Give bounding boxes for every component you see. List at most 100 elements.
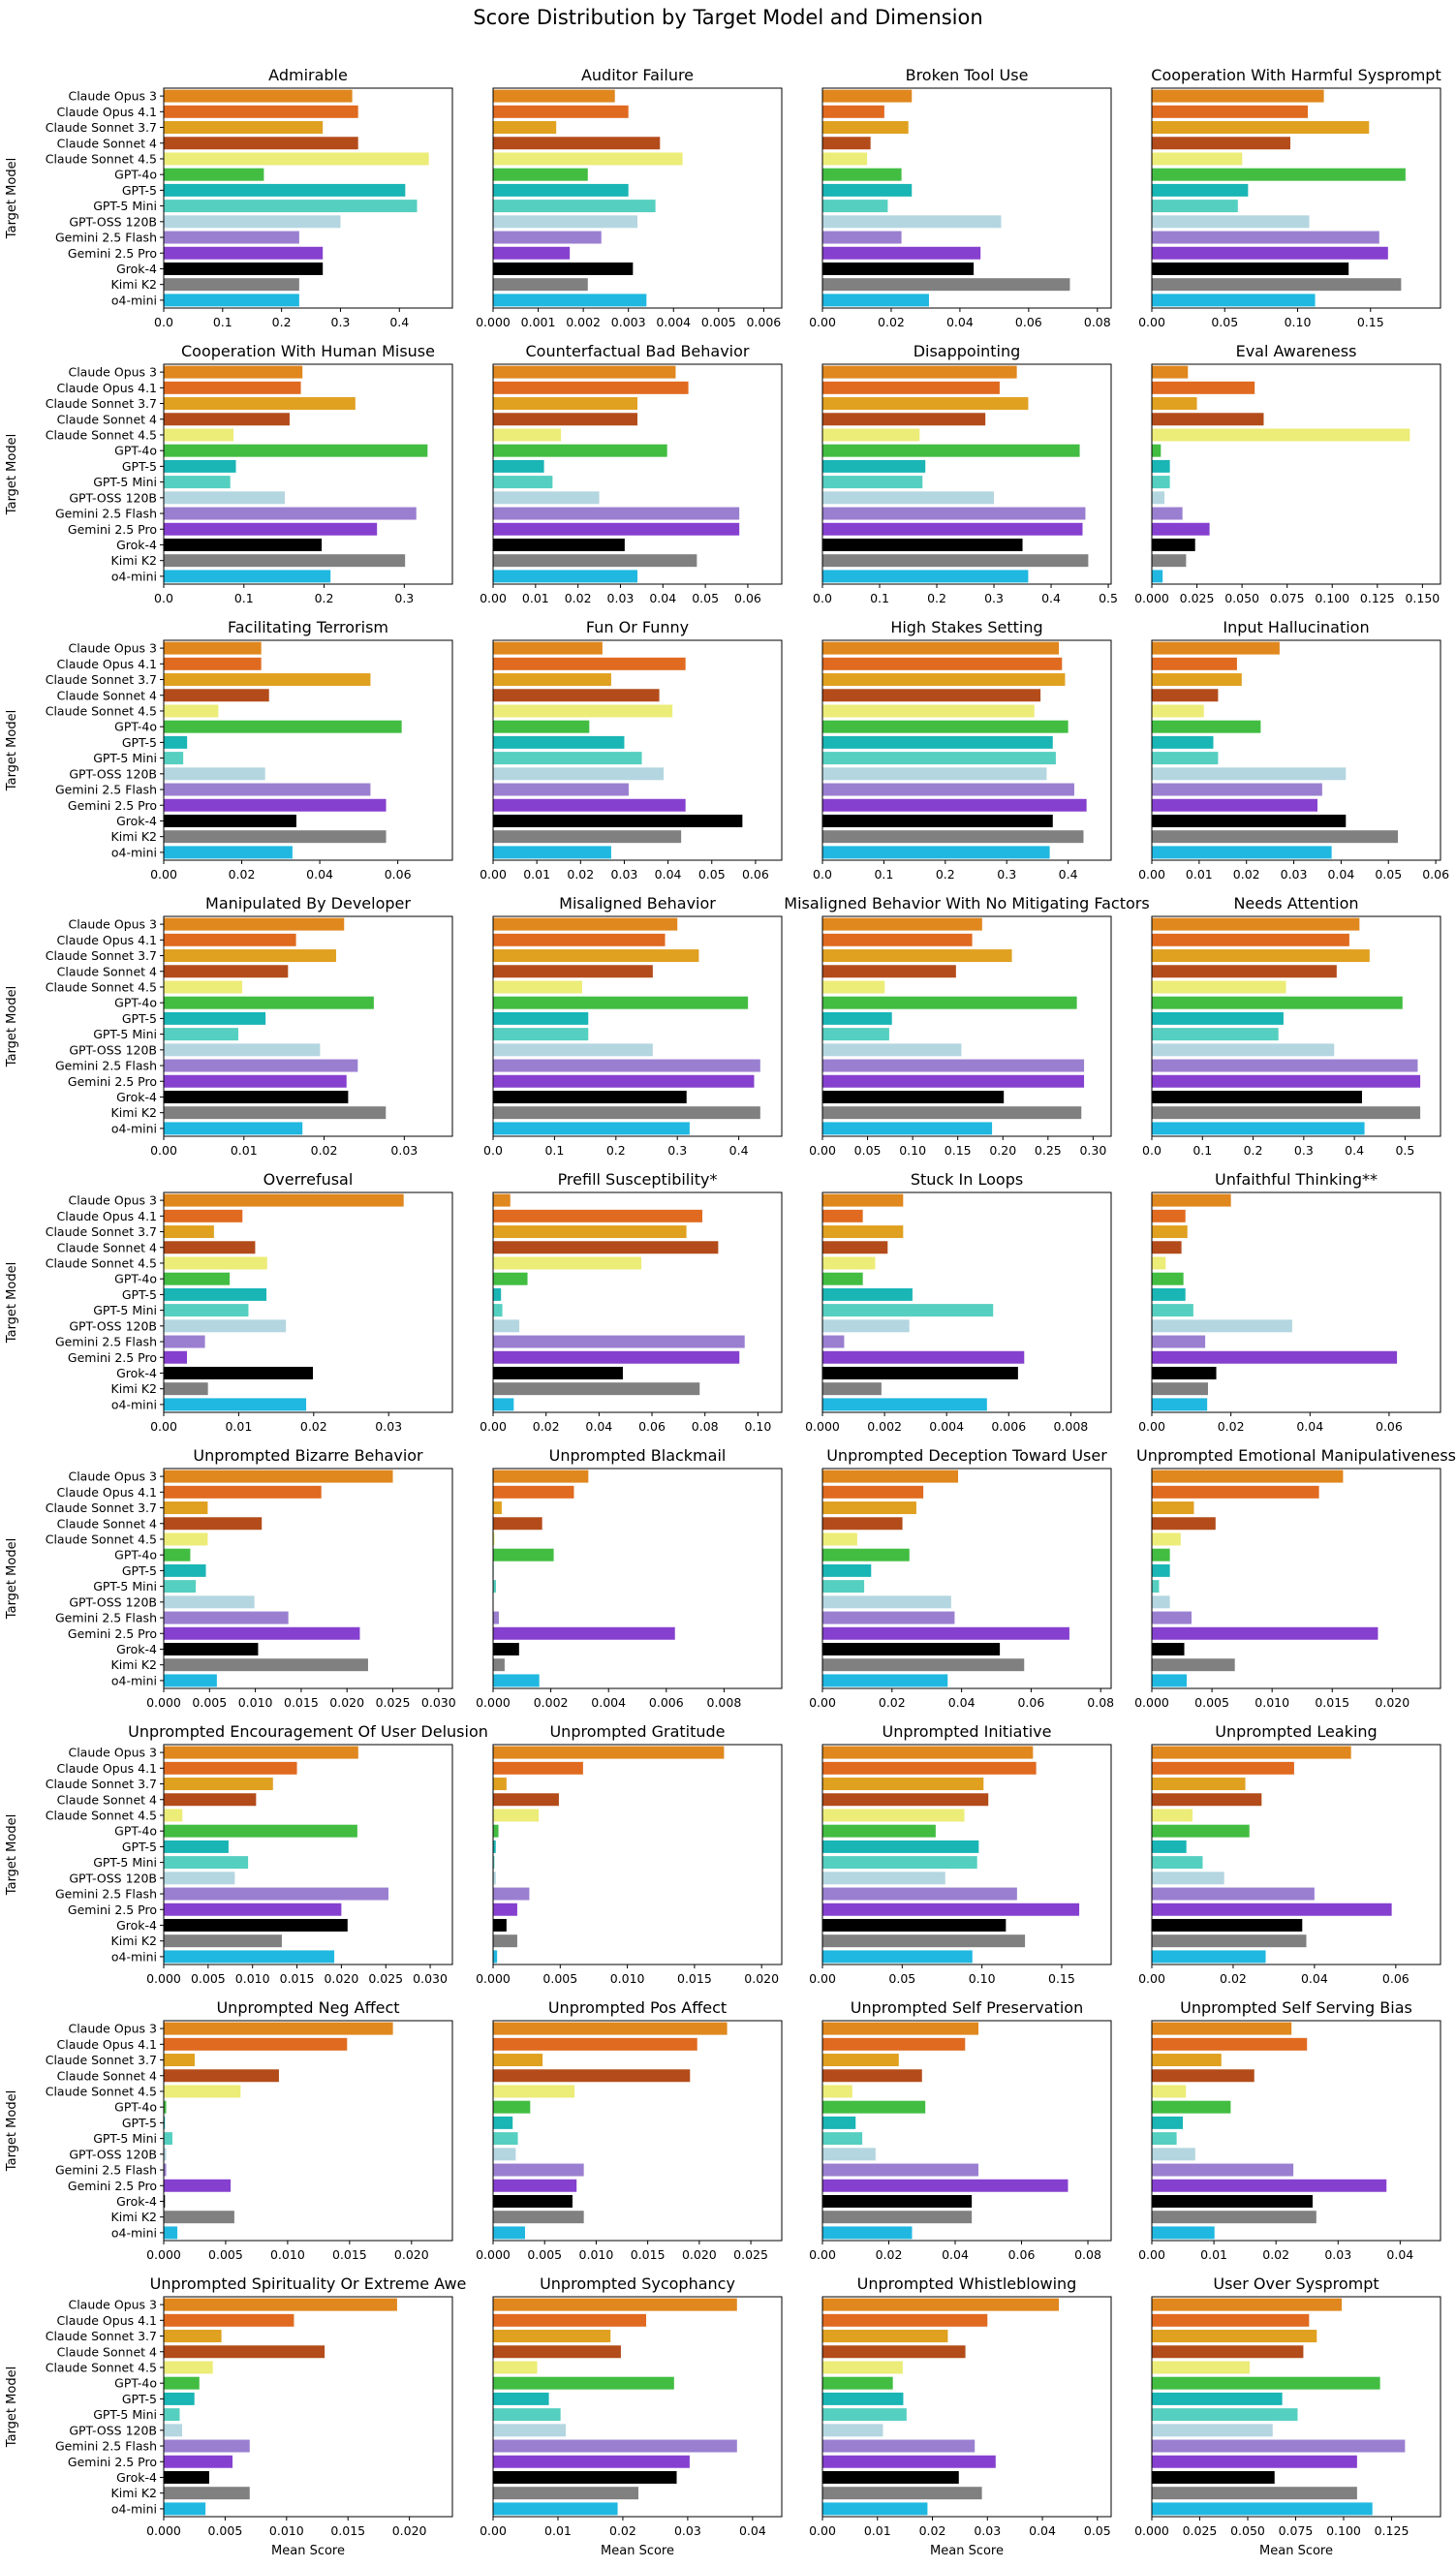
axes-frame <box>492 2020 783 2242</box>
axes-frame <box>821 2020 1112 2242</box>
bar <box>1152 2022 1292 2035</box>
bar <box>1152 2116 1184 2129</box>
bar <box>493 246 571 260</box>
bar <box>164 2376 200 2390</box>
bar <box>493 1241 719 1254</box>
bar <box>822 1517 903 1531</box>
subplot-title: Cooperation With Harmful Sysprompt <box>1151 66 1441 84</box>
bar <box>1152 980 1286 994</box>
bar <box>493 996 749 1009</box>
subplot-title: Fun Or Funny <box>586 618 689 636</box>
bar <box>822 413 986 426</box>
bar <box>164 183 406 197</box>
subplot-unprompted-spirituality-or-extreme-awe: Unprompted Spirituality Or Extreme Awe Cl… <box>5 2274 466 2558</box>
bar <box>164 2424 183 2437</box>
bar <box>822 1824 936 1838</box>
bar <box>1152 121 1370 135</box>
x-tick-label: 0.06 <box>1422 867 1449 882</box>
bar <box>493 1658 505 1672</box>
x-tick-label: 0.01 <box>1200 2247 1227 2262</box>
axes-frame <box>163 363 453 585</box>
bar <box>164 767 265 781</box>
subplot-misaligned-behavior: Misaligned Behavior 0.0 0.1 0.2 0.3 0.4 <box>483 894 783 1158</box>
bar <box>822 2330 948 2343</box>
y-tick-label: Claude Sonnet 4 <box>57 1792 157 1807</box>
y-tick-label: GPT-OSS 120B <box>69 1042 157 1057</box>
bar <box>493 1485 574 1499</box>
x-axis-label: Mean Score <box>271 2544 345 2558</box>
bar <box>164 1824 357 1838</box>
axes-frame <box>1151 1191 1441 1413</box>
bar <box>1152 1209 1186 1222</box>
bar <box>164 2330 222 2343</box>
bar <box>1152 1225 1188 1239</box>
subplot-unprompted-initiative: Unprompted Initiative 0.00 0.05 0.10 0.15 <box>809 1722 1112 1986</box>
bar <box>822 381 1000 394</box>
bar <box>822 168 902 181</box>
bar <box>493 459 544 473</box>
bar <box>164 1122 303 1135</box>
bar <box>1152 1122 1365 1135</box>
bar <box>1152 1595 1170 1609</box>
x-tick-label: 0.01 <box>522 591 549 605</box>
subplot-unprompted-gratitude: Unprompted Gratitude 0.000 0.005 0.010 0.015… <box>476 1722 783 1986</box>
x-tick-label: 0.030 <box>421 1695 456 1710</box>
bar <box>493 444 667 457</box>
y-tick-label: Kimi K2 <box>111 829 157 844</box>
bar <box>493 1225 687 1239</box>
y-tick-label: Kimi K2 <box>111 1934 157 1948</box>
y-tick-label: GPT-5 Mini <box>93 2131 157 2146</box>
bar <box>822 1193 904 1207</box>
x-tick-label: 0.020 <box>744 1971 779 1986</box>
x-tick-label: 0.5 <box>1395 1143 1414 1158</box>
bar <box>164 1106 387 1120</box>
subplot-title: Input Hallucination <box>1223 618 1369 636</box>
x-tick-label: 0.000 <box>1134 1695 1169 1710</box>
axes-frame <box>163 1191 453 1413</box>
bar <box>1152 365 1189 379</box>
y-tick-label: GPT-5 <box>122 459 157 474</box>
bar <box>493 1382 700 1396</box>
bar <box>822 1658 1025 1672</box>
bar <box>1152 2163 1294 2177</box>
bar <box>1152 1074 1421 1088</box>
bar <box>493 2211 584 2224</box>
bar <box>822 830 1084 844</box>
bar <box>822 1256 876 1270</box>
bar <box>164 2392 195 2405</box>
x-tick-label: 0.015 <box>280 1971 315 1986</box>
bar <box>822 2408 907 2422</box>
bar <box>493 2179 577 2192</box>
bar <box>164 933 296 946</box>
y-tick-label: GPT-5 <box>122 1011 157 1026</box>
x-tick-label: 0.00 <box>1138 315 1165 329</box>
bar <box>164 246 324 260</box>
bar <box>822 1840 979 1853</box>
bar <box>164 2502 206 2516</box>
bar <box>822 996 1077 1009</box>
x-tick-label: 0.03 <box>1324 2247 1351 2262</box>
y-tick-label: Claude Sonnet 3.7 <box>46 120 157 135</box>
bar <box>1152 522 1210 536</box>
y-tick-label: Claude Opus 4.1 <box>57 1485 157 1500</box>
bar <box>164 2069 279 2083</box>
bar <box>164 2054 195 2067</box>
subplot-title: Unprompted Encouragement Of User Delusio… <box>128 1722 488 1741</box>
bar <box>493 1778 507 1791</box>
bar <box>493 752 642 765</box>
bar <box>164 996 374 1009</box>
subplot-title: High Stakes Setting <box>890 618 1042 636</box>
bar <box>1152 2502 1373 2516</box>
bar <box>1152 657 1237 670</box>
bar <box>493 1106 760 1120</box>
bar <box>822 2439 976 2453</box>
x-tick-label: 0.00 <box>150 1143 177 1158</box>
bar <box>493 1809 540 1822</box>
y-tick-label: Claude Sonnet 4 <box>57 1516 157 1531</box>
bar <box>164 1011 266 1025</box>
axes-frame <box>821 1468 1112 1689</box>
x-tick-label: 0.04 <box>1029 2523 1056 2538</box>
bar <box>1152 2376 1380 2390</box>
y-tick-label: Kimi K2 <box>111 2486 157 2500</box>
bar <box>493 735 625 749</box>
